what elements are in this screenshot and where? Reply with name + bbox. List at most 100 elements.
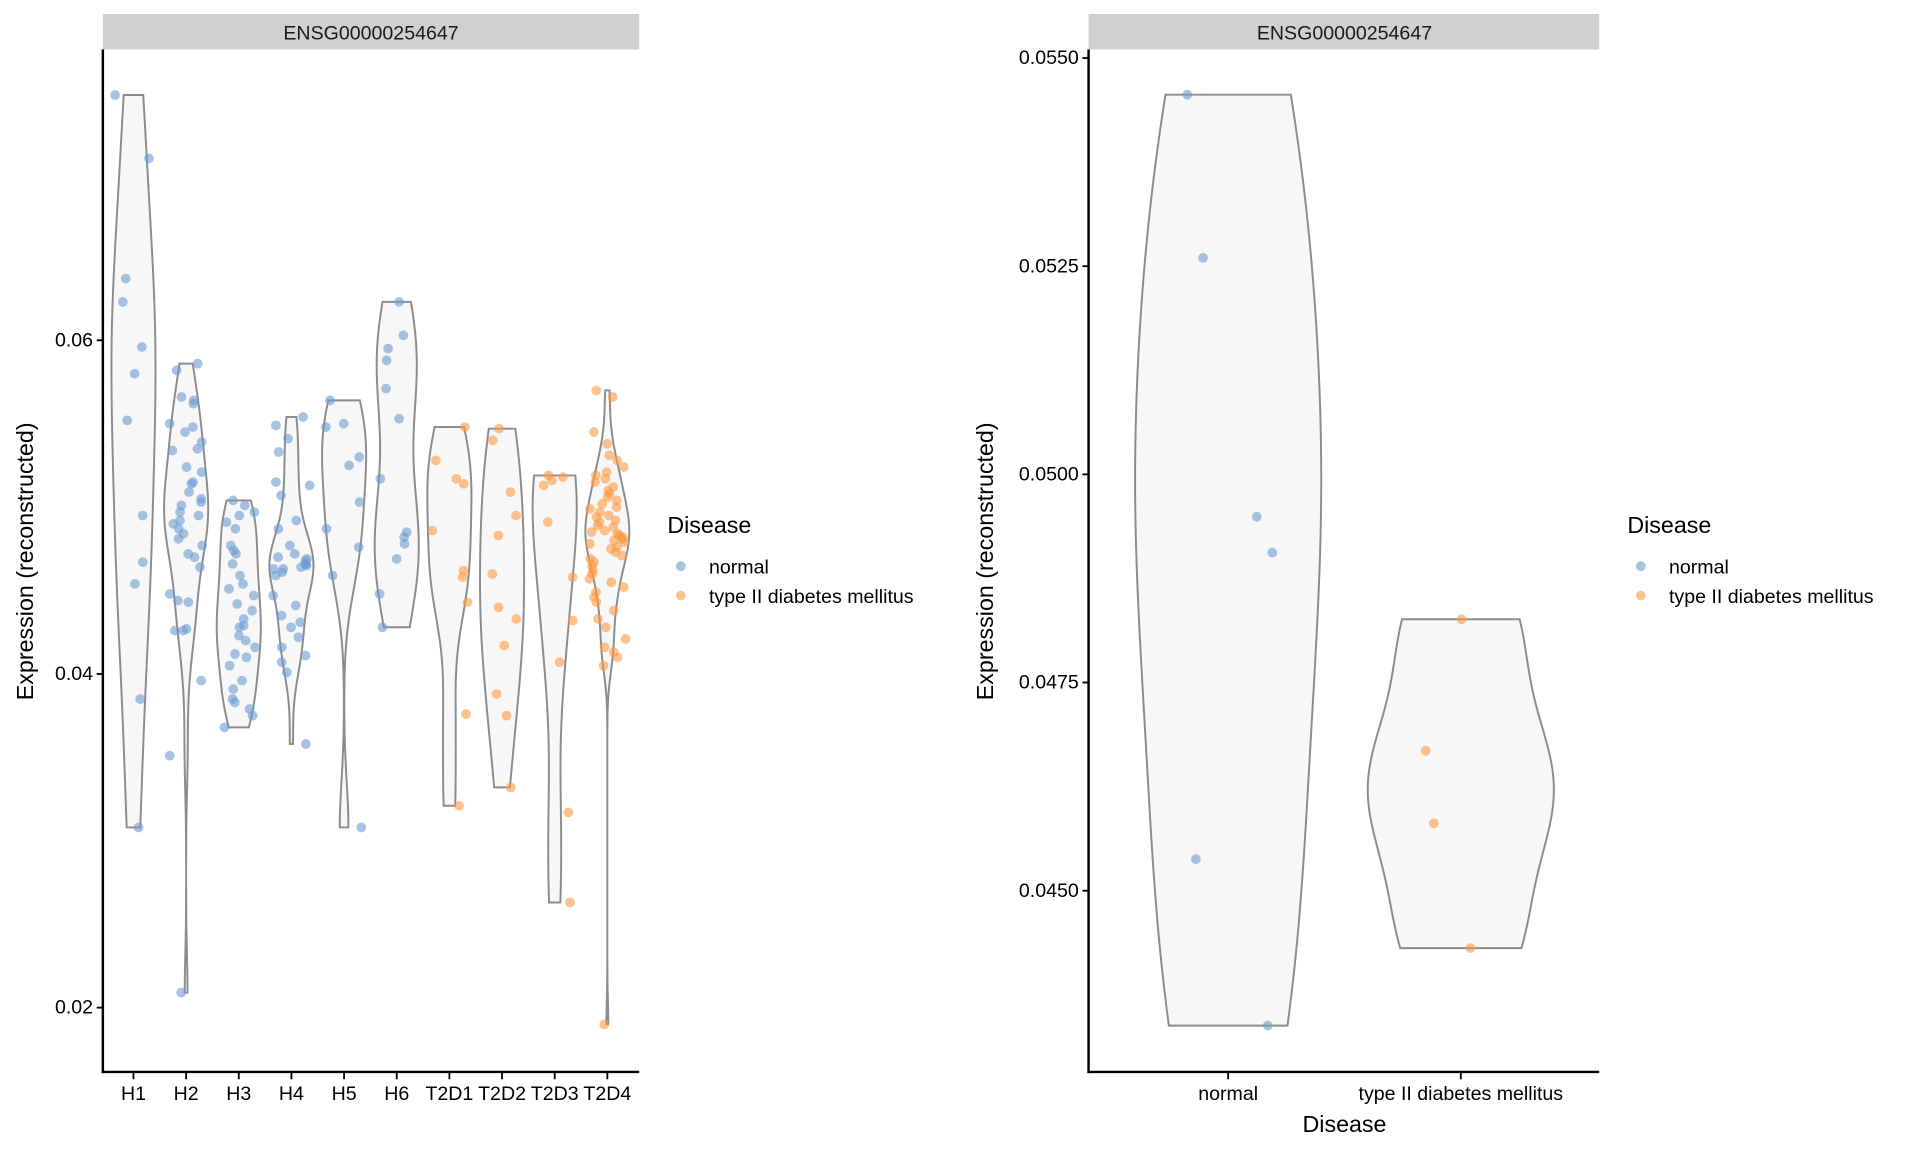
data-point (187, 422, 198, 432)
strip-right (1088, 13, 1600, 50)
violin-H1 (110, 94, 157, 829)
data-point (286, 622, 296, 633)
data-point (381, 355, 392, 366)
data-point (136, 342, 147, 352)
y-tick-label: 0.0450 (1019, 880, 1079, 902)
data-point (567, 572, 578, 583)
y-tick-label: 0.0500 (1019, 463, 1079, 485)
y-axis-title-left: Expression (reconstructed) (12, 422, 38, 700)
panel-left: ENSG00000254647 0.02 0.04 0.06 H1 H2 H3 H4 H5 H… (12, 13, 640, 1105)
data-point (291, 515, 302, 526)
data-point (271, 477, 281, 487)
data-point (1420, 745, 1431, 756)
x-tick-label: T2D4 (583, 1083, 631, 1105)
data-point (195, 562, 205, 573)
violin-type-II-diabetes-mellitus (1366, 618, 1555, 950)
data-point (619, 537, 630, 548)
data-point (377, 622, 388, 633)
data-point (175, 507, 185, 518)
data-point (563, 807, 574, 818)
legend-title-right: Disease (1627, 512, 1711, 538)
data-point (618, 582, 629, 593)
data-point (120, 273, 131, 284)
legend-normal-swatch (675, 561, 686, 572)
data-point (273, 523, 284, 534)
data-point (1198, 252, 1208, 263)
data-point (454, 800, 465, 811)
data-point (494, 423, 504, 434)
data-point (219, 722, 230, 733)
data-point (137, 510, 148, 521)
data-point (188, 398, 199, 409)
x-tick-label: H1 (121, 1083, 146, 1105)
data-point (270, 570, 281, 581)
y-tick-label: 0.04 (55, 663, 93, 685)
data-point (184, 487, 194, 498)
data-point (600, 473, 611, 484)
data-point (176, 987, 187, 998)
data-point (249, 507, 260, 518)
x-tick-label: type II diabetes mellitus (1359, 1083, 1564, 1105)
x-ticks-left: H1 H2 H3 H4 H5 H6 T2D1 T2D2 T2D3 T2D4 (121, 1071, 631, 1105)
data-point (451, 473, 462, 484)
data-point (585, 538, 595, 549)
legend-left: Disease normal type II diabetes mellitus (667, 512, 913, 608)
data-point (458, 478, 469, 489)
data-point (602, 438, 613, 449)
data-point (1251, 511, 1262, 522)
legend-normal-label: normal (709, 557, 769, 579)
data-point (273, 447, 284, 457)
data-point (231, 548, 241, 559)
y-tick-label: 0.06 (55, 329, 93, 351)
data-point (1456, 614, 1467, 625)
legend-normal-label: normal (1669, 557, 1729, 579)
data-point (304, 480, 315, 491)
data-point (276, 642, 287, 653)
data-point (427, 525, 438, 536)
legend-t2d-swatch (675, 590, 686, 601)
data-point (296, 562, 306, 573)
y-tick-label: 0.02 (55, 997, 93, 1019)
data-point (130, 578, 140, 589)
data-point (505, 782, 516, 793)
data-point (487, 568, 498, 579)
data-point (538, 480, 549, 491)
data-point (172, 595, 183, 606)
data-point (180, 427, 190, 437)
x-tick-label: T2D1 (425, 1083, 473, 1105)
data-point (338, 418, 349, 429)
data-point (599, 525, 610, 536)
data-point (181, 462, 192, 472)
data-point (391, 553, 402, 564)
data-point (284, 540, 295, 551)
data-point (493, 602, 504, 613)
data-point (546, 475, 557, 486)
y-axis-title-right: Expression (reconstructed) (972, 422, 998, 700)
data-point (248, 590, 259, 601)
data-point (501, 710, 512, 721)
data-point (164, 750, 175, 761)
strip-title-left: ENSG00000254647 (283, 23, 458, 45)
data-point (618, 462, 629, 472)
legend-normal-swatch (1635, 561, 1646, 572)
data-point (604, 450, 615, 461)
data-point (117, 297, 128, 307)
data-point (459, 422, 470, 432)
y-ticks-left: 0.02 0.04 0.06 (55, 329, 103, 1019)
data-point (178, 625, 189, 636)
data-point (268, 590, 279, 601)
data-point (276, 490, 287, 501)
data-point (129, 368, 140, 379)
data-point (230, 649, 240, 659)
x-axis-title-right: Disease (1302, 1111, 1386, 1137)
strip-left (102, 13, 640, 50)
data-point (591, 597, 602, 608)
data-point (293, 632, 304, 643)
data-point (273, 552, 284, 563)
data-point (542, 517, 553, 528)
y-tick-label: 0.0550 (1019, 47, 1079, 69)
data-point (276, 657, 287, 668)
data-point (1190, 854, 1201, 864)
data-point (234, 622, 245, 633)
data-point (110, 90, 121, 100)
